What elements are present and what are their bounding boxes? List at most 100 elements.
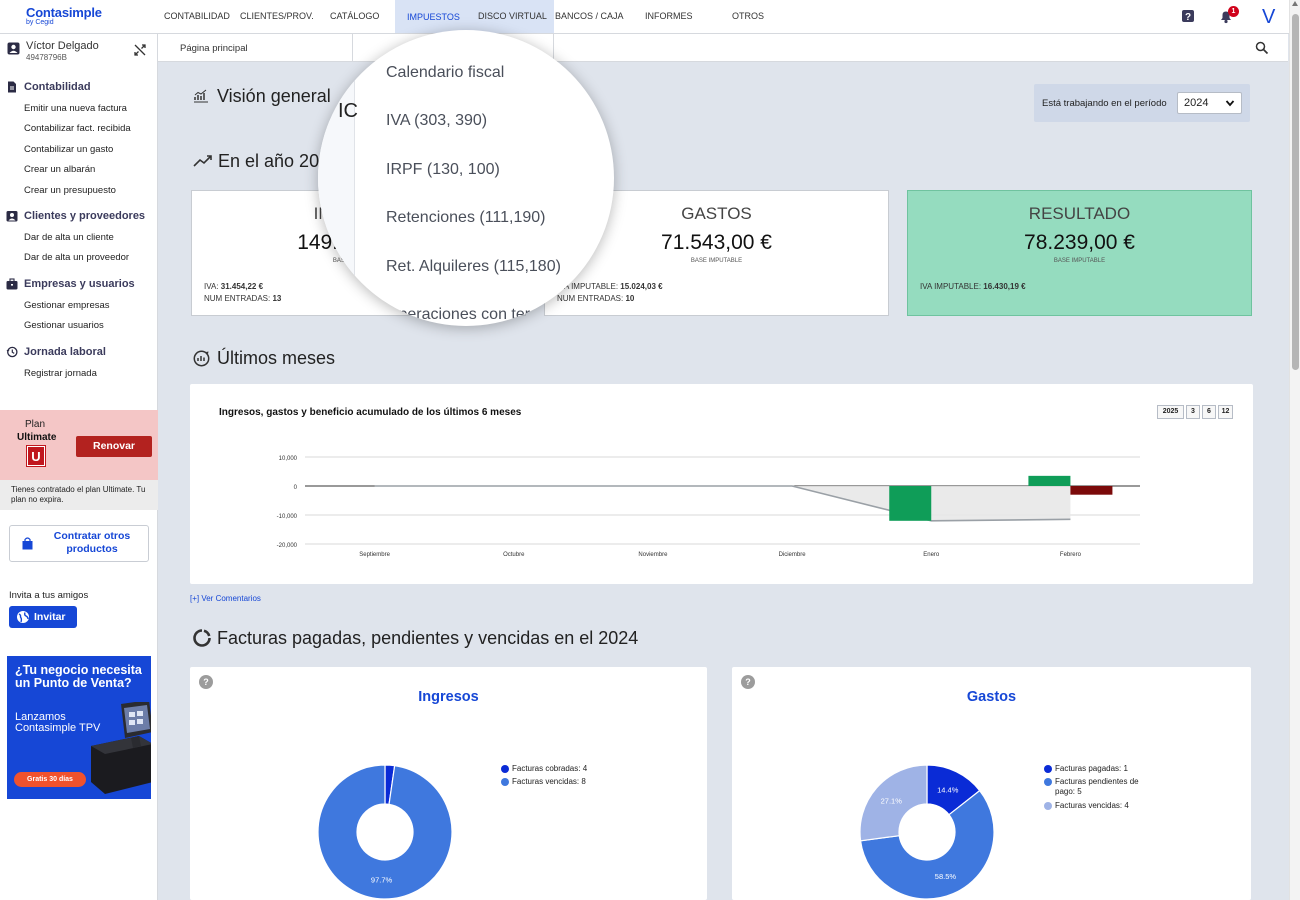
- menu-item-iva[interactable]: IVA (303, 390): [386, 112, 488, 129]
- months-bar-chart: 10,000 0 -10,000 -20,000 Septiembre Octubre No…: [277, 456, 1140, 558]
- overview-title: Visión general: [217, 86, 331, 106]
- card-resultado-info: IVA IMPUTABLE: 16.430,19 €: [920, 281, 1026, 293]
- section-clientes[interactable]: Clientes y proveedores: [24, 210, 146, 222]
- ad-cta[interactable]: Gratis 30 días: [14, 772, 86, 787]
- legend-dot: [1044, 778, 1052, 786]
- section-empresas[interactable]: Empresas y usuarios: [24, 278, 135, 290]
- donut-chart-icon: [193, 629, 211, 647]
- menu-item-calendario[interactable]: Calendario fiscal: [386, 64, 505, 81]
- y-tick-label: -20,000: [277, 543, 298, 549]
- nav-bancos[interactable]: BANCOS / CAJA: [555, 11, 624, 21]
- app-logo[interactable]: Contasimple by Cegid: [26, 5, 102, 26]
- link-alta-proveedor[interactable]: Dar de alta un proveedor: [24, 252, 130, 263]
- ingresos-iva-value: 31.454,22 €: [220, 282, 264, 291]
- link-emitir-factura[interactable]: Emitir una nueva factura: [24, 103, 127, 114]
- logo-main: Contasimple: [26, 5, 102, 20]
- nav-clientes[interactable]: CLIENTES/PROV.: [240, 11, 314, 21]
- gastos-entradas-value: 10: [625, 294, 635, 303]
- pos-terminal-icon: [91, 702, 151, 794]
- nav-disco-virtual[interactable]: DISCO VIRTUAL: [478, 11, 547, 21]
- legend-item[interactable]: Facturas vencidas: 8: [501, 777, 586, 787]
- y-tick-label: 10,000: [279, 456, 298, 462]
- impuestos-dropdown-menu: IC Calendario fiscal IVA (303, 390) IRPF…: [318, 30, 614, 326]
- nav-informes[interactable]: INFORMES: [645, 11, 693, 21]
- scroll-thumb[interactable]: [1292, 14, 1299, 370]
- gastos-pie-title: Gastos: [966, 689, 1017, 705]
- other-products-button[interactable]: Contratar otros productos: [9, 525, 149, 562]
- ingresos-pie-title: Ingresos: [418, 689, 479, 705]
- range-12[interactable]: 12: [1218, 405, 1233, 419]
- breadcrumb-divider: [553, 34, 554, 62]
- top-navigation: Contasimple by Cegid CONTABILIDAD CLIENT…: [0, 0, 1300, 34]
- range-6[interactable]: 6: [1202, 405, 1216, 419]
- x-tick-label: Febrero: [1060, 552, 1082, 558]
- months-title: Últimos meses: [217, 348, 336, 368]
- ingresos-iva-label: IVA:: [204, 282, 219, 291]
- legend-label: Facturas cobradas: 4: [512, 764, 588, 773]
- plan-note: Tienes contratado el plan Ultimate. Tu p…: [0, 480, 158, 510]
- menu-item-operaciones[interactable]: Operaciones con terceras pe: [386, 306, 592, 323]
- nav-impuestos[interactable]: IMPUESTOS: [395, 0, 554, 33]
- legend-dot: [501, 778, 509, 786]
- ad-body: Lanzamos Contasimple TPV: [15, 711, 101, 734]
- user-box[interactable]: Víctor Delgado 49478796B: [7, 40, 152, 64]
- gastos-entradas-label: NUM ENTRADAS:: [557, 294, 624, 303]
- link-gestionar-usuarios[interactable]: Gestionar usuarios: [24, 320, 104, 331]
- nav-catalogo[interactable]: CATÁLOGO: [330, 11, 380, 21]
- help-icon[interactable]: ?: [741, 675, 755, 689]
- help-icon[interactable]: ?: [1180, 8, 1196, 24]
- link-crear-albaran[interactable]: Crear un albarán: [24, 164, 96, 175]
- help-icon[interactable]: ?: [199, 675, 213, 689]
- renew-button[interactable]: Renovar: [76, 436, 152, 457]
- user-menu[interactable]: V: [1262, 6, 1276, 28]
- section-jornada[interactable]: Jornada laboral: [24, 346, 106, 358]
- legend-label: Facturas pendientes de pago: 5: [1055, 777, 1139, 796]
- link-gestionar-empresas[interactable]: Gestionar empresas: [24, 300, 110, 311]
- notification-badge: 1: [1228, 6, 1239, 17]
- link-contabilizar-gasto[interactable]: Contabilizar un gasto: [24, 144, 114, 155]
- legend-item[interactable]: Facturas pendientes de pago: 5: [1044, 777, 1155, 797]
- legend-item[interactable]: Facturas vencidas: 4: [1044, 801, 1129, 811]
- legend-label: Facturas vencidas: 8: [512, 777, 586, 786]
- tpv-ad-banner[interactable]: ¿Tu negocio necesita un Punto de Venta? …: [7, 656, 151, 799]
- period-label: Está trabajando en el período: [1042, 98, 1167, 109]
- range-2025[interactable]: 2025: [1157, 405, 1184, 419]
- gastos-iva-label: IVA IMPUTABLE:: [557, 282, 619, 291]
- link-crear-presupuesto[interactable]: Crear un presupuesto: [24, 185, 116, 196]
- plan-label: Plan: [25, 419, 46, 430]
- search-icon[interactable]: [1255, 41, 1269, 55]
- menu-item-ret-alquileres[interactable]: Ret. Alquileres (115,180): [386, 258, 561, 275]
- nav-contabilidad[interactable]: CONTABILIDAD: [164, 11, 230, 21]
- switch-company-icon[interactable]: [134, 44, 146, 56]
- gastos-pie-panel: ? Gastos 14.4% 58.5% 27.1% Facturas pagada…: [732, 667, 1251, 900]
- menu-item-irpf[interactable]: IRPF (130, 100): [386, 161, 500, 178]
- months-chart-title: Ingresos, gastos y beneficio acumulado d…: [219, 407, 522, 418]
- clock-history-icon: [6, 346, 18, 358]
- link-registrar-jornada[interactable]: Registrar jornada: [24, 368, 97, 379]
- link-contabilizar-recibida[interactable]: Contabilizar fact. recibida: [24, 123, 131, 134]
- legend-label: Facturas vencidas: 4: [1055, 801, 1129, 810]
- legend-item[interactable]: Facturas pagadas: 1: [1044, 764, 1128, 774]
- legend-dot: [1044, 765, 1052, 773]
- invite-button[interactable]: Invitar: [9, 606, 77, 628]
- link-alta-cliente[interactable]: Dar de alta un cliente: [24, 232, 114, 243]
- menu-item-retenciones[interactable]: Retenciones (111,190): [386, 209, 546, 226]
- x-tick-label: Diciembre: [779, 552, 807, 558]
- comments-link[interactable]: [+] Ver Comentarios: [190, 594, 261, 603]
- legend-item[interactable]: Facturas cobradas: 4: [501, 764, 588, 774]
- range-3[interactable]: 3: [1186, 405, 1200, 419]
- pie-slice-label: 97.7%: [371, 875, 393, 884]
- scroll-up-arrow[interactable]: [1292, 1, 1298, 6]
- section-contabilidad[interactable]: Contabilidad: [24, 81, 91, 93]
- nav-otros[interactable]: OTROS: [732, 11, 765, 21]
- period-select[interactable]: 2024: [1177, 92, 1242, 114]
- card-resultado-value: 78.239,00 €: [1024, 231, 1135, 254]
- stats-icon: [194, 89, 208, 103]
- card-resultado[interactable]: RESULTADO 78.239,00 € BASE IMPUTABLE IVA…: [907, 190, 1252, 316]
- card-gastos[interactable]: GASTOS 71.543,00 € BASE IMPUTABLE IVA IM…: [544, 190, 889, 316]
- plan-name: Ultimate: [17, 432, 57, 443]
- page-scrollbar[interactable]: [1289, 0, 1300, 900]
- breadcrumb[interactable]: Página principal: [180, 43, 248, 54]
- bar: [889, 486, 932, 521]
- legend-label: Facturas pagadas: 1: [1055, 764, 1128, 773]
